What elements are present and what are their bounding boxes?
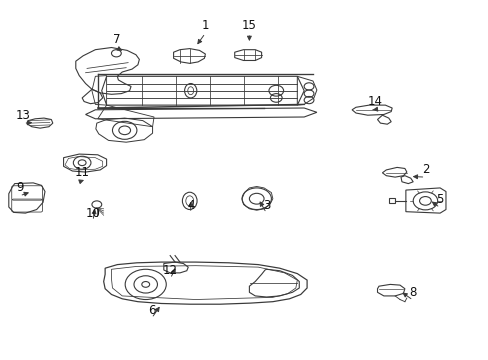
Text: 6: 6 (147, 304, 155, 317)
Text: 7: 7 (112, 33, 120, 46)
Text: 11: 11 (75, 166, 89, 179)
Text: 3: 3 (262, 199, 270, 212)
Text: 14: 14 (367, 95, 382, 108)
Text: 4: 4 (186, 199, 194, 212)
Text: 2: 2 (421, 163, 428, 176)
Text: 12: 12 (163, 264, 177, 277)
Text: 13: 13 (16, 109, 31, 122)
Text: 10: 10 (85, 207, 100, 220)
Text: 9: 9 (16, 181, 23, 194)
Text: 5: 5 (435, 193, 443, 206)
Text: 15: 15 (242, 19, 256, 32)
Text: 1: 1 (201, 19, 209, 32)
Text: 8: 8 (408, 286, 416, 299)
